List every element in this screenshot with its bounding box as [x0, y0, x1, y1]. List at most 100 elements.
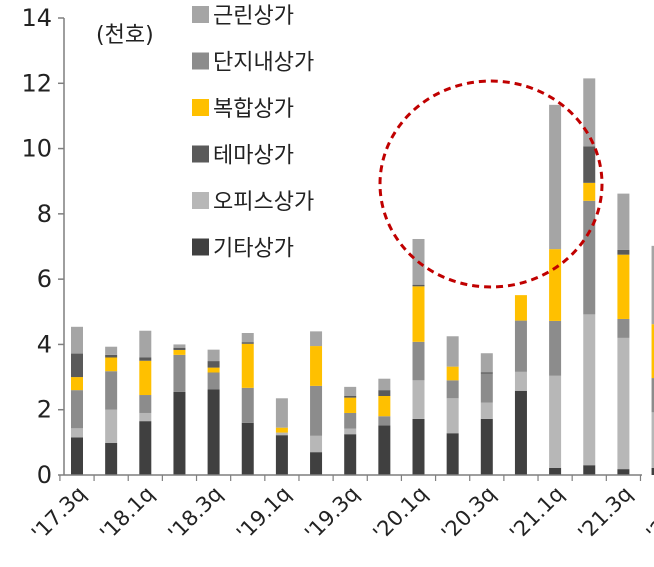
bar-segment — [617, 249, 630, 255]
bar-segment — [173, 354, 186, 392]
bar-segment — [275, 427, 288, 433]
bar-segment — [549, 104, 562, 250]
bar-segment — [480, 373, 493, 403]
bar-segment — [583, 182, 596, 201]
legend-swatch — [192, 6, 209, 23]
legend-swatch — [192, 52, 209, 70]
y-tick-label: 14 — [21, 4, 52, 32]
bar-segment — [549, 375, 562, 468]
bar-segment — [139, 421, 152, 475]
x-tick-label: '20.1q — [368, 482, 432, 546]
bar-segment — [105, 409, 118, 444]
bar-segment — [105, 371, 118, 410]
bar-segment — [173, 344, 186, 348]
y-tick-label: 4 — [37, 330, 52, 358]
bar-segment — [446, 398, 459, 434]
y-axis: 0 2 4 6 8 10 12 14 — [21, 4, 65, 489]
legend-label: 오피스상가 — [213, 190, 314, 215]
bar-segment — [412, 284, 425, 287]
bar-segment — [105, 354, 118, 358]
bar-segment — [344, 434, 357, 475]
bar-segment — [378, 378, 391, 391]
legend-swatch — [192, 99, 209, 116]
x-tick-label: '22.1q — [642, 482, 654, 546]
bar-segment — [480, 402, 493, 419]
bar-segment — [310, 331, 323, 347]
x-tick-label: '17.3q — [27, 482, 91, 546]
legend-label: 단지내상가 — [213, 51, 314, 76]
bar-segment — [480, 372, 493, 374]
bar-segment — [583, 78, 596, 147]
y-tick-label: 10 — [21, 135, 52, 163]
bar-segment — [207, 367, 220, 373]
bar-segment — [378, 425, 391, 475]
bar-segment — [344, 386, 357, 397]
bar-segment — [310, 346, 323, 386]
y-tick-label: 12 — [21, 69, 52, 97]
bar-segment — [310, 452, 323, 475]
bar-segment — [105, 443, 118, 475]
x-tick-label: '21.1q — [505, 482, 569, 546]
bar-segment — [514, 371, 527, 391]
bar-segment — [71, 437, 83, 475]
bar-segment — [378, 416, 391, 426]
bar-segment — [549, 320, 562, 376]
bar-segment — [480, 418, 493, 475]
bar-segment — [514, 390, 527, 475]
bar-segment — [651, 378, 654, 413]
bar-segment — [139, 330, 152, 358]
bar-segment — [139, 357, 152, 361]
bar-segment — [378, 396, 391, 417]
bar-segment — [275, 398, 288, 428]
bar-segment — [207, 361, 220, 368]
bar-segment — [446, 433, 459, 475]
legend-label: 테마상가 — [213, 144, 294, 169]
bar-segment — [310, 435, 323, 453]
bar-segment — [378, 390, 391, 397]
bar-segment — [583, 314, 596, 466]
y-tick-label: 0 — [37, 461, 52, 489]
bar-segment — [207, 389, 220, 475]
bar-segment — [446, 366, 459, 381]
bar-segment — [412, 418, 425, 475]
x-tick-label: '18.1q — [95, 482, 159, 546]
highlight-circle — [378, 79, 604, 289]
y-tick-label: 2 — [37, 396, 52, 424]
bar-segment — [446, 380, 459, 399]
y-tick-label: 8 — [37, 200, 52, 228]
x-tick-label: '21.3q — [573, 482, 637, 546]
legend-label: 근린상가 — [213, 4, 294, 29]
bar-segment — [344, 397, 357, 413]
bar-segment — [173, 349, 186, 355]
bar-segment — [549, 467, 562, 475]
bar-segment — [173, 347, 186, 350]
bar-segment — [105, 346, 118, 355]
bar-segment — [412, 286, 425, 342]
bar-segment — [617, 254, 630, 319]
bar-segment — [71, 353, 83, 378]
bar-segment — [412, 380, 425, 419]
bar-segment — [71, 390, 83, 429]
legend-label: 복합상가 — [213, 97, 294, 122]
bar-segment — [344, 428, 357, 435]
bar-segment — [139, 412, 152, 422]
bar-segment — [344, 396, 357, 398]
bar-segment — [617, 469, 630, 475]
bar-segment — [241, 333, 254, 343]
bar-segment — [241, 387, 254, 423]
bar-segment — [617, 193, 630, 250]
legend-swatch — [192, 192, 209, 209]
bar-segment — [71, 428, 83, 438]
bar-segment — [617, 337, 630, 470]
legend-label: 기타상가 — [213, 237, 294, 262]
bar-segment — [71, 377, 83, 391]
bar-segment — [71, 326, 83, 354]
bar-segment — [651, 467, 654, 475]
bars — [71, 78, 654, 475]
bar-segment — [139, 360, 152, 396]
bar-segment — [275, 435, 288, 475]
bar-segment — [583, 146, 596, 183]
bar-segment — [412, 341, 425, 381]
